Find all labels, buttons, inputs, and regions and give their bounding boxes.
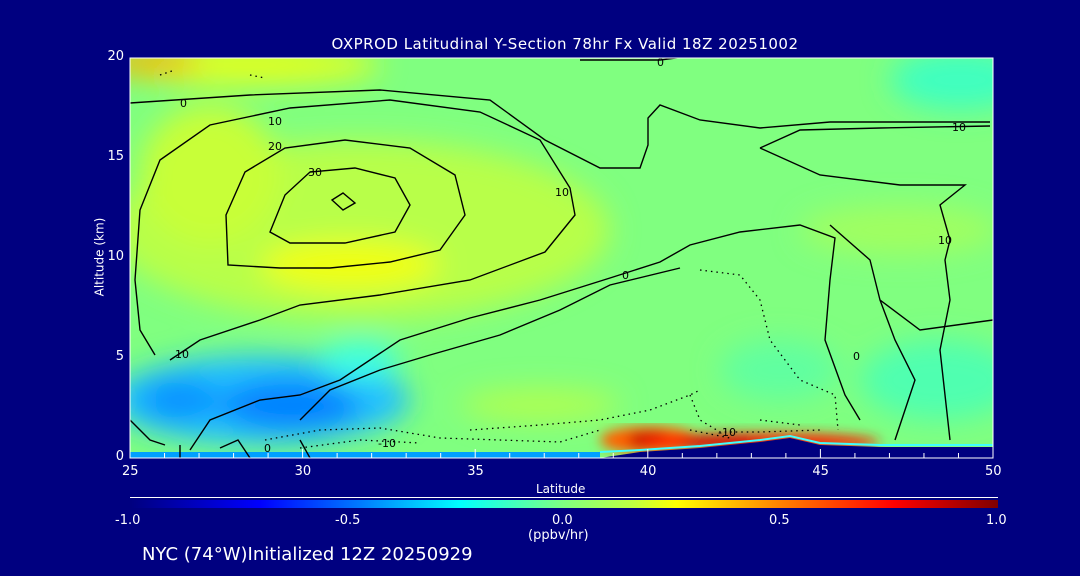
x-axis-label: Latitude: [536, 482, 586, 496]
footer-location-init: NYC (74°W)Initialized 12Z 20250929: [142, 544, 473, 565]
colorbar: [130, 500, 998, 508]
contour-label: 10: [938, 234, 952, 247]
contour-label: 10: [175, 348, 189, 361]
contour-label: 0: [657, 56, 664, 69]
y-tick-label: 5: [115, 349, 124, 364]
y-tick-label: 10: [107, 249, 124, 264]
heatmap-field: 0 10 20 30 10 0 10 -10 0 -10 10 10 0 0: [130, 56, 993, 458]
contour-20: [225, 139, 466, 269]
field-cyan-right: [890, 58, 993, 110]
contour-labels: 0 10 20 30 10 0 10 -10 0 -10 10 10 0 0: [175, 56, 966, 455]
dotted-contours: [159, 69, 839, 449]
contour-label: -10: [718, 426, 736, 439]
field-yellow-max: [260, 240, 440, 290]
contour-label: 10: [555, 186, 569, 199]
contour-label: 30: [308, 166, 322, 179]
y-tick-label: 15: [107, 149, 124, 164]
terrain-mask: [600, 438, 993, 458]
contour-10: [134, 99, 576, 361]
colorbar-tick-label: -0.5: [335, 513, 361, 528]
x-tick-label: 40: [639, 464, 657, 479]
y-tick-label: 20: [107, 49, 124, 64]
colorbar-units: (ppbv/hr): [528, 528, 589, 543]
axis-ticks: [129, 449, 994, 458]
contour-label: 0: [180, 97, 187, 110]
contour-label: 0: [853, 350, 860, 363]
contour-0-inner: [299, 267, 681, 421]
contour-label: 0: [622, 269, 629, 282]
contour-0-top: [130, 89, 990, 169]
contour-label: 10: [952, 121, 966, 134]
y-tick-label: 0: [115, 449, 124, 464]
contour-40: [330, 192, 357, 211]
x-tick-label: 35: [467, 464, 484, 479]
contour-label: -10: [378, 437, 396, 450]
contour-label: 0: [264, 442, 271, 455]
contour-30: [269, 167, 411, 244]
field-orange-corner: [130, 58, 200, 74]
plot-frame: [129, 57, 994, 459]
contour-0-mid: [189, 224, 861, 451]
colorbar-tick-label: 0.5: [769, 513, 790, 528]
colorbar-tick-label: 1.0: [986, 513, 1007, 528]
colorbar-top-line: [130, 497, 998, 498]
colorbar-tick-label: 0.0: [552, 513, 573, 528]
contour-label: 20: [268, 140, 282, 153]
chart-title: OXPROD Latitudinal Y-Section 78hr Fx Val…: [331, 35, 799, 53]
contour-label: 10: [268, 115, 282, 128]
contours: [130, 58, 993, 458]
y-axis-label: Altitude (km): [92, 217, 107, 297]
x-tick-label: 25: [122, 464, 139, 479]
colorbar-tick-label: -1.0: [115, 513, 141, 528]
x-tick-label: 30: [294, 464, 312, 479]
x-tick-label: 45: [812, 464, 829, 479]
x-tick-label: 50: [985, 464, 1002, 479]
